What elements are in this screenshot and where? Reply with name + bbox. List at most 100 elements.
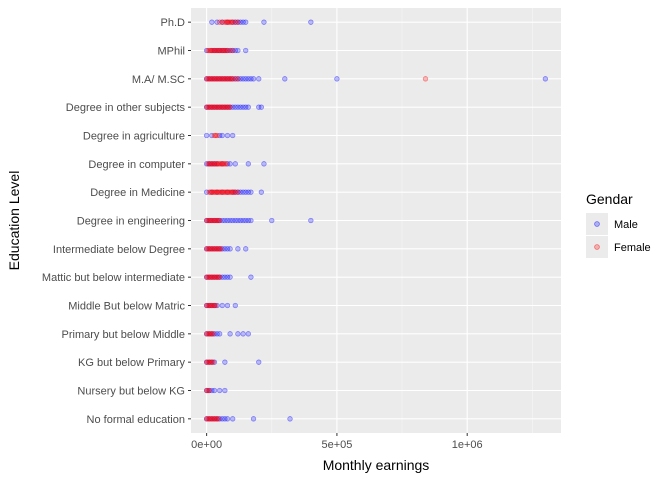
- data-point-female: [227, 76, 233, 82]
- y-tick-label: Middle But below Matric: [68, 301, 185, 313]
- x-tick-label: 5e+05: [321, 439, 352, 451]
- data-point-female: [219, 161, 225, 167]
- y-tick-label: Degree in engineering: [77, 216, 185, 228]
- data-point-male: [206, 331, 212, 337]
- data-point-female: [209, 302, 215, 309]
- data-point-female: [235, 19, 241, 25]
- data-point-female: [206, 104, 212, 110]
- data-point-female: [213, 76, 219, 82]
- data-point-male: [243, 189, 249, 195]
- data-point-male: [235, 217, 241, 224]
- data-point-male: [214, 19, 220, 25]
- data-point-male: [224, 76, 231, 82]
- data-point-male: [209, 217, 215, 224]
- data-point-female: [215, 416, 222, 422]
- data-point-female: [231, 189, 237, 195]
- data-point-male: [245, 104, 251, 110]
- data-point-female: [219, 76, 225, 82]
- data-point-male: [211, 359, 218, 365]
- data-point-female: [214, 47, 220, 54]
- data-point-male: [227, 331, 233, 337]
- data-point-male: [219, 47, 225, 54]
- data-point-male: [217, 76, 223, 82]
- data-point-female: [211, 189, 218, 195]
- data-point-male: [243, 217, 249, 224]
- data-point-female: [211, 416, 218, 422]
- data-point-male: [214, 47, 220, 54]
- data-point-male: [203, 217, 210, 224]
- data-point-female: [210, 104, 216, 110]
- data-point-female: [232, 19, 238, 25]
- data-point-female: [207, 331, 214, 337]
- data-point-female: [215, 217, 222, 224]
- data-point-female: [215, 47, 222, 54]
- data-point-male: [222, 416, 228, 422]
- data-point-male: [237, 76, 244, 82]
- data-point-male: [224, 302, 231, 309]
- data-point-female: [203, 416, 210, 422]
- data-point-male: [230, 416, 236, 422]
- data-point-female: [218, 76, 224, 82]
- data-point-male: [245, 161, 251, 167]
- data-point-female: [211, 76, 218, 82]
- data-point-female: [205, 331, 211, 337]
- data-point-female: [213, 302, 219, 309]
- data-point-female: [214, 132, 220, 139]
- data-point-female: [205, 47, 211, 54]
- data-point-male: [211, 76, 218, 82]
- data-point-male: [206, 76, 212, 82]
- data-point-male: [248, 274, 254, 280]
- x-axis: 0e+00 5e+05 1e+06: [191, 433, 483, 451]
- data-point-female: [207, 302, 214, 309]
- data-point-female: [206, 274, 212, 280]
- data-point-female: [219, 19, 225, 25]
- data-point-female: [203, 76, 210, 82]
- data-point-female: [203, 331, 210, 337]
- data-point-male: [224, 246, 231, 252]
- data-point-female: [215, 189, 222, 195]
- data-point-male: [211, 104, 218, 110]
- y-tick-label: Intermediate below Degree: [53, 244, 185, 256]
- legend: Gendar Male Female: [586, 191, 651, 258]
- data-point-female: [206, 76, 212, 82]
- data-point-male: [224, 189, 231, 195]
- data-point-male: [243, 19, 249, 25]
- y-tick-label: Degree in Medicine: [90, 187, 185, 199]
- data-point-female: [207, 161, 214, 167]
- data-point-female: [217, 76, 223, 82]
- data-point-female: [218, 47, 224, 54]
- data-point-male: [209, 76, 215, 82]
- data-point-male: [248, 76, 254, 82]
- data-point-female: [209, 416, 215, 422]
- data-point-male: [334, 76, 340, 82]
- data-point-female: [210, 359, 216, 365]
- data-point-female: [213, 104, 219, 110]
- data-point-male: [214, 302, 220, 309]
- data-point-female: [230, 76, 236, 82]
- data-point-male: [209, 161, 215, 167]
- y-tick-label: Primary but below Middle: [62, 329, 186, 341]
- y-tick-label: Degree in computer: [88, 159, 185, 171]
- data-point-male: [224, 104, 231, 110]
- data-point-male: [211, 161, 218, 167]
- data-point-female: [214, 76, 220, 82]
- data-point-female: [209, 217, 215, 224]
- data-point-female: [205, 246, 211, 252]
- data-point-male: [240, 189, 246, 195]
- data-point-female: [206, 246, 212, 252]
- data-point-female: [203, 387, 210, 394]
- data-point-female: [222, 161, 228, 167]
- data-point-male: [211, 302, 218, 309]
- data-point-male: [217, 132, 223, 139]
- data-point-male: [245, 217, 251, 224]
- data-point-female: [217, 19, 223, 25]
- data-point-female: [211, 47, 218, 54]
- data-point-male: [248, 217, 254, 224]
- data-point-female: [232, 76, 238, 82]
- data-point-male: [222, 217, 228, 224]
- data-point-male: [232, 161, 238, 167]
- data-point-male: [203, 274, 210, 280]
- data-point-female: [228, 19, 235, 25]
- data-point-female: [207, 104, 214, 110]
- data-point-male: [227, 246, 233, 252]
